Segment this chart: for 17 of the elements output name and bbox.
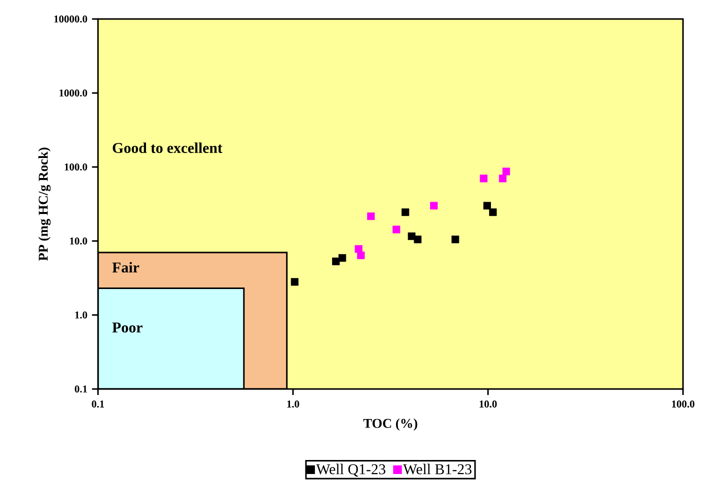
annotation: Poor <box>112 322 142 333</box>
legend-label: Well Q1-23 <box>316 464 386 477</box>
legend-label: Well B1-23 <box>403 464 472 474</box>
y-tick-label: 100.0 <box>64 163 88 171</box>
y-tick-label: 10.0 <box>70 237 88 245</box>
y-tick-label: 0.1 <box>74 385 87 393</box>
x-tick-label: 10.0 <box>480 400 497 408</box>
x-tick-label: 100.0 <box>672 400 694 408</box>
x-tick-label: 1.0 <box>287 400 300 408</box>
annotation: Fair <box>112 262 140 273</box>
y-tick-label: 1.0 <box>75 311 88 319</box>
annotation: Good to excellent <box>112 142 222 154</box>
x-tick-label: 0.1 <box>92 400 104 408</box>
y-axis-title: PP (mg HC/g Rock) <box>38 148 51 261</box>
y-tick-label: 10000.0 <box>54 15 88 23</box>
y-tick-label: 1000.0 <box>60 89 88 97</box>
x-axis-title: TOC (%) <box>363 418 418 431</box>
